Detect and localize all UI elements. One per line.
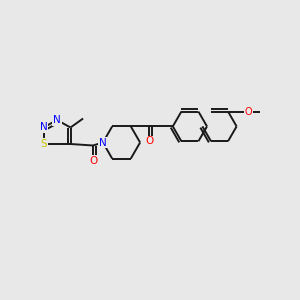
Text: N: N [99, 137, 107, 148]
Text: O: O [145, 136, 154, 146]
Text: S: S [40, 139, 47, 149]
Text: N: N [53, 115, 61, 125]
Text: O: O [244, 106, 252, 117]
Text: N: N [40, 122, 47, 133]
Text: O: O [89, 155, 97, 166]
